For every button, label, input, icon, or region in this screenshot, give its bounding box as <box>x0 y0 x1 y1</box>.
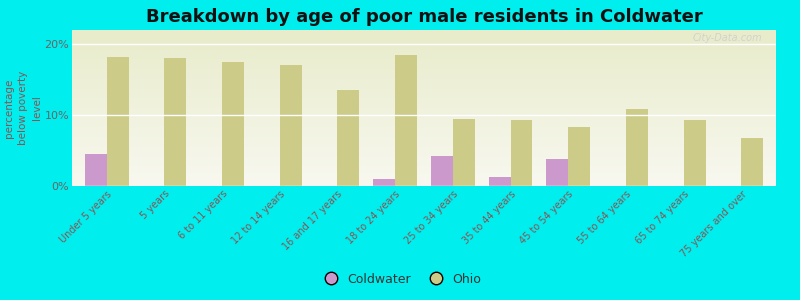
Bar <box>222 62 244 186</box>
Bar <box>546 159 568 186</box>
Title: Breakdown by age of poor male residents in Coldwater: Breakdown by age of poor male residents … <box>146 8 702 26</box>
Bar <box>453 118 474 186</box>
Bar <box>431 156 453 186</box>
Y-axis label: percentage
below poverty
level: percentage below poverty level <box>4 71 42 145</box>
Bar <box>395 55 417 186</box>
Bar <box>489 178 510 186</box>
Bar <box>85 154 106 186</box>
Bar <box>742 138 763 186</box>
Bar <box>510 120 533 186</box>
Bar <box>374 179 395 186</box>
Text: City-Data.com: City-Data.com <box>692 33 762 43</box>
Bar <box>684 120 706 186</box>
Bar <box>338 90 359 186</box>
Bar <box>164 58 186 186</box>
Bar <box>280 65 302 186</box>
Legend: Coldwater, Ohio: Coldwater, Ohio <box>314 268 486 291</box>
Bar <box>626 110 648 186</box>
Bar <box>568 127 590 186</box>
Bar <box>106 57 129 186</box>
